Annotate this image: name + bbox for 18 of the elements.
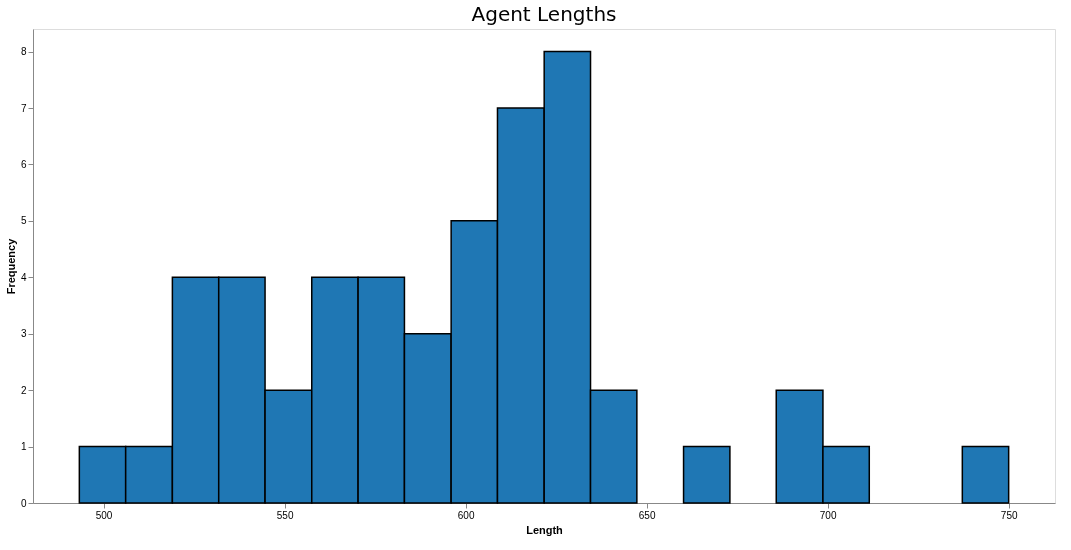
y-tick-label: 1 xyxy=(20,441,27,453)
x-axis-title: Length xyxy=(526,523,564,536)
y-tick-label: 7 xyxy=(20,102,27,114)
x-tick-label: 650 xyxy=(638,509,656,521)
chart-title: Agent Lengths xyxy=(471,2,617,26)
y-axis-title: Frequency xyxy=(4,237,17,295)
y-tick-label: 6 xyxy=(20,158,27,170)
y-tick-label: 8 xyxy=(20,46,27,58)
x-tick-label: 700 xyxy=(819,509,837,521)
y-tick-label: 5 xyxy=(20,215,27,227)
x-tick-label: 750 xyxy=(1000,509,1018,521)
y-tick-label: 3 xyxy=(20,328,27,340)
x-tick-label: 600 xyxy=(457,509,475,521)
y-tick-label: 0 xyxy=(20,497,27,509)
y-tick-label: 4 xyxy=(20,271,27,283)
y-tick-label: 2 xyxy=(20,384,27,396)
x-tick-label: 550 xyxy=(276,509,294,521)
x-tick-label: 500 xyxy=(95,509,113,521)
